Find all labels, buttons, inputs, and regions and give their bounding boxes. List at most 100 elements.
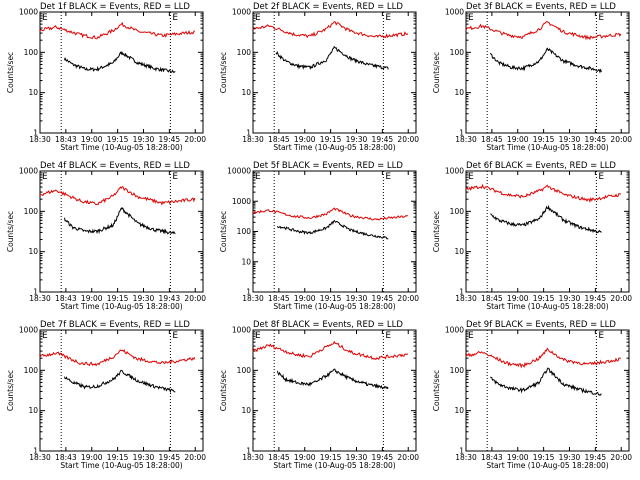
x-tick-label: 19:45: [159, 135, 181, 144]
y-tick-label: 100: [24, 207, 39, 216]
x-tick-label: 20:00: [184, 135, 206, 144]
axes-frame: [39, 11, 204, 134]
y-tick-label: 1: [246, 288, 251, 297]
y-tick-label: 1: [459, 447, 464, 456]
x-tick-label: 19:15: [533, 294, 555, 303]
y-tick-label: 1000: [445, 8, 464, 17]
x-tick-label: 19:30: [133, 294, 155, 303]
series-line-lld: [465, 183, 621, 203]
x-tick-label: 18:45: [268, 294, 290, 303]
marker-label: E: [255, 172, 261, 182]
axes-frame: [39, 329, 204, 452]
y-tick-label: 10: [28, 406, 38, 415]
axes-frame: [252, 329, 417, 452]
y-axis-label: Counts/sec: [6, 52, 15, 93]
y-tick-label: 1: [33, 447, 38, 456]
marker-label: E: [598, 13, 604, 23]
series-line-lld: [465, 21, 622, 41]
x-tick-label: 19:30: [559, 453, 581, 462]
x-axis-label: Start Time (10-Aug-05 18:28:00): [60, 461, 182, 470]
y-tick-label: 10: [241, 406, 251, 415]
y-axis-label: Counts/sec: [219, 370, 228, 411]
x-tick-label: 19:45: [372, 453, 394, 462]
x-tick-label: 19:45: [372, 294, 394, 303]
panel-title: Det 3f BLACK = Events, RED = LLD: [466, 2, 616, 12]
y-tick-label: 100: [24, 366, 39, 375]
x-tick-label: 20:00: [397, 453, 419, 462]
y-axis-label: Counts/sec: [6, 370, 15, 411]
y-tick-label: 10: [241, 257, 251, 266]
y-tick-label: 10: [454, 88, 464, 97]
x-tick-label: 18:45: [268, 453, 290, 462]
y-tick-label: 1000: [19, 167, 38, 176]
x-tick-label: 20:00: [610, 294, 632, 303]
series-line-events: [64, 369, 176, 394]
panel-title: Det 1f BLACK = Events, RED = LLD: [40, 2, 190, 12]
x-tick-label: 19:15: [533, 135, 555, 144]
x-axis-label: Start Time (10-Aug-05 18:28:00): [273, 302, 395, 311]
panel-title: Det 8f BLACK = Events, RED = LLD: [253, 320, 403, 330]
x-tick-label: 19:45: [372, 135, 394, 144]
series-line-events: [490, 204, 602, 234]
x-tick-label: 19:00: [294, 135, 316, 144]
series-line-events: [64, 207, 176, 235]
axes-frame: [465, 329, 630, 452]
marker-label: E: [385, 13, 391, 23]
x-tick-label: 20:00: [610, 135, 632, 144]
marker-label: E: [172, 13, 178, 23]
y-axis-label: Counts/sec: [432, 52, 441, 93]
x-tick-label: 18:43: [481, 453, 503, 462]
y-tick-label: 10: [454, 406, 464, 415]
x-tick-label: 19:30: [346, 453, 368, 462]
x-tick-label: 19:45: [585, 135, 607, 144]
marker-label: E: [42, 331, 48, 341]
y-tick-label: 10: [28, 88, 38, 97]
x-tick-label: 19:00: [294, 453, 316, 462]
series-line-events: [275, 45, 389, 70]
x-tick-label: 19:00: [507, 453, 529, 462]
x-tick-label: 18:30: [455, 135, 477, 144]
x-tick-label: 19:15: [320, 135, 342, 144]
x-tick-label: 19:15: [320, 453, 342, 462]
y-tick-label: 10: [241, 88, 251, 97]
x-tick-label: 20:00: [397, 294, 419, 303]
y-axis-label: Counts/sec: [219, 52, 228, 93]
x-tick-label: 20:00: [397, 135, 419, 144]
panel-title: Det 4f BLACK = Events, RED = LLD: [40, 161, 190, 171]
axes-frame: [39, 170, 204, 293]
x-tick-label: 18:30: [242, 135, 264, 144]
y-tick-label: 1000: [19, 326, 38, 335]
y-axis-label: Counts/sec: [219, 211, 228, 252]
axes-frame: [465, 170, 630, 293]
y-tick-label: 100: [450, 48, 465, 57]
x-tick-label: 18:30: [455, 453, 477, 462]
x-axis-label: Start Time (10-Aug-05 18:28:00): [486, 143, 608, 152]
series-line-events: [64, 51, 176, 74]
x-tick-label: 18:45: [481, 294, 503, 303]
x-tick-label: 19:00: [81, 294, 103, 303]
axes-frame: [252, 11, 417, 134]
marker-label: E: [598, 172, 604, 182]
panel-title: Det 9f BLACK = Events, RED = LLD: [466, 320, 616, 330]
marker-label: E: [172, 172, 178, 182]
panel-title: Det 7f BLACK = Events, RED = LLD: [40, 320, 190, 330]
y-axis-label: Counts/sec: [432, 211, 441, 252]
x-tick-label: 19:00: [81, 453, 103, 462]
x-axis-label: Start Time (10-Aug-05 18:28:00): [273, 461, 395, 470]
x-tick-label: 19:00: [294, 294, 316, 303]
series-line-lld: [39, 349, 196, 367]
y-tick-label: 100: [450, 366, 465, 375]
x-tick-label: 18:43: [55, 135, 77, 144]
x-tick-label: 19:45: [159, 453, 181, 462]
marker-label: E: [468, 331, 474, 341]
y-tick-label: 1: [459, 288, 464, 297]
x-tick-label: 18:30: [242, 294, 264, 303]
x-tick-label: 19:30: [346, 294, 368, 303]
series-line-lld: [39, 21, 196, 40]
marker-label: E: [255, 13, 261, 23]
x-tick-label: 19:30: [133, 453, 155, 462]
x-tick-label: 19:30: [559, 294, 581, 303]
